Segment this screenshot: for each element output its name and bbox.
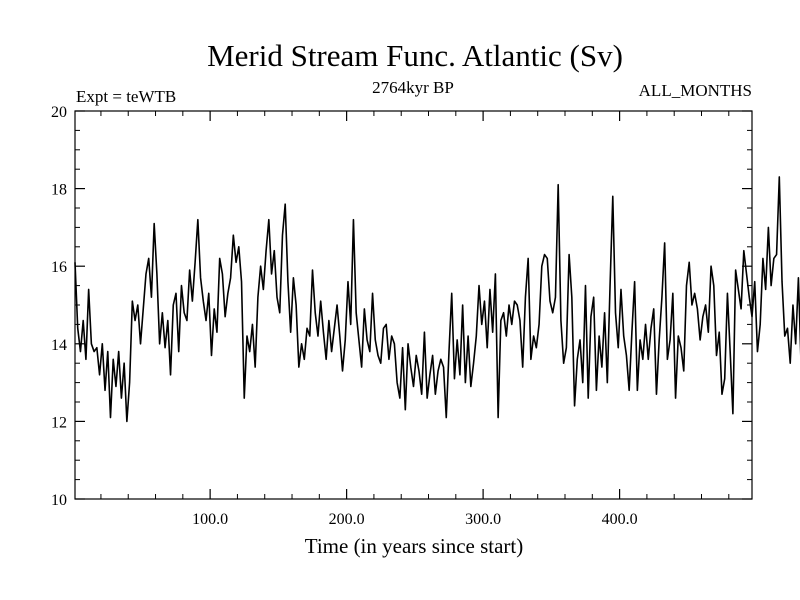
y-tick-label: 14 [51, 337, 67, 354]
x-tick-label: 200.0 [329, 511, 365, 528]
x-axis-label: Time (in years since start) [305, 534, 524, 558]
period-label: 2764kyr BP [372, 78, 454, 97]
y-tick-labels: 10 12 14 16 18 20 [51, 104, 67, 509]
experiment-label: Expt = teWTB [76, 87, 176, 106]
y-tick-label: 20 [51, 104, 67, 121]
minor-ticks [75, 111, 752, 499]
months-label: ALL_MONTHS [639, 81, 752, 100]
y-tick-label: 16 [51, 259, 67, 276]
x-tick-label: 400.0 [602, 511, 638, 528]
x-tick-label: 100.0 [192, 511, 228, 528]
y-tick-label: 18 [51, 182, 67, 199]
x-axis-ticks [209, 111, 621, 499]
series-line [74, 176, 800, 423]
chart-title: Merid Stream Func. Atlantic (Sv) [207, 38, 623, 73]
y-tick-label: 12 [51, 414, 67, 431]
x-tick-labels: 100.0 200.0 300.0 400.0 [192, 511, 637, 528]
x-tick-label: 300.0 [465, 511, 501, 528]
y-tick-label: 10 [51, 492, 67, 509]
